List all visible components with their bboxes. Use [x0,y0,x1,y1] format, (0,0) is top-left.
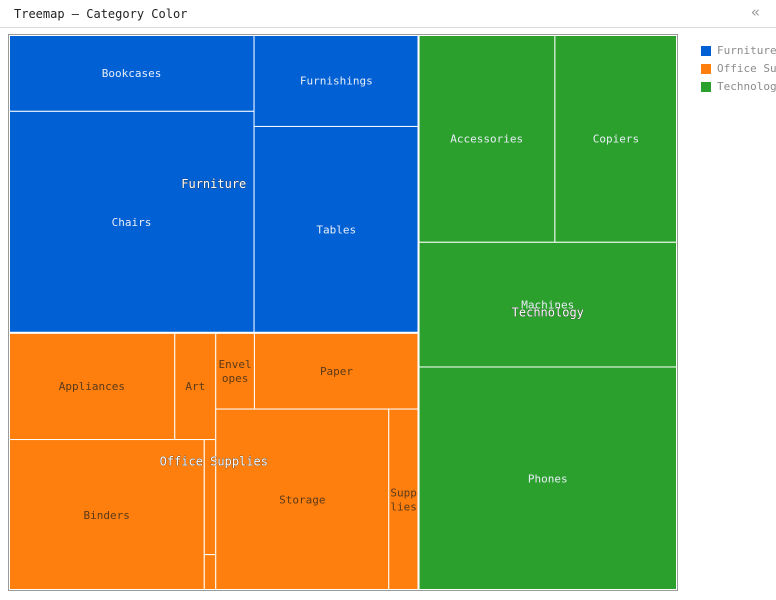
treemap-label-accessories: Accessories [450,133,523,146]
treemap-group-technology: Accessories Copiers Machines Phones Technolo… [417,35,677,590]
treemap-cell-machines[interactable] [418,241,677,368]
legend-label-furniture: Furniture [717,44,776,57]
treemap-label-tables: Tables [316,224,356,237]
treemap-cell-chairs[interactable] [9,110,255,334]
treemap-cell-binders[interactable] [9,439,205,590]
legend-swatch-office-supplies [701,64,711,74]
treemap-cell-accessories[interactable] [418,35,556,243]
treemap-group-label-technology: Technology [512,306,584,320]
treemap-label-chairs: Chairs [112,216,152,229]
treemap-group-border-technology [417,35,677,590]
treemap-group-furniture: Bookcases Chairs Furnishings Tables Furnitur… [9,35,420,334]
treemap-cell-supplies[interactable] [388,408,420,590]
treemap-cell-labels[interactable] [203,554,217,590]
treemap-cell-phones[interactable] [418,366,677,590]
chart-header: Treemap — Category Color « [0,0,776,28]
treemap-cell-bookcases[interactable] [9,35,255,112]
treemap-label-art: Art [185,380,205,393]
legend-item-office-supplies[interactable]: Office Supplies [701,62,776,80]
treemap-chart: Bookcases Chairs Furnishings Tables Furnitur… [8,34,678,591]
treemap-label-storage: Storage [279,494,325,507]
treemap-cell-tables[interactable] [253,125,420,334]
treemap-label-bookcases: Bookcases [102,67,162,80]
chart-title: Treemap — Category Color [14,7,188,21]
legend-label-technology: Technology [717,80,776,93]
treemap-group-label-furniture: Furniture [181,177,246,191]
treemap-cell-copiers[interactable] [554,35,677,243]
legend: Furniture Office Supplies Technology [701,44,776,98]
treemap-label-appliances: Appliances [59,380,125,393]
treemap-label-copiers: Copiers [593,133,639,146]
treemap-label-phones: Phones [528,472,568,485]
treemap-cell-envelopes[interactable] [215,332,255,410]
legend-label-office-supplies: Office Supplies [717,62,776,75]
treemap-label-furnishings: Furnishings [300,75,373,88]
treemap-label-paper: Paper [320,365,353,378]
treemap-cell-storage[interactable] [215,408,390,590]
treemap-group-label-office-supplies: Office Supplies [160,454,268,468]
legend-swatch-furniture [701,46,711,56]
double-chevron-left-icon[interactable]: « [751,3,761,21]
legend-swatch-technology [701,82,711,92]
treemap-label-supplies: Supp lies [390,487,417,514]
legend-item-furniture[interactable]: Furniture [701,44,776,62]
treemap-label-envelopes: Envel opes [219,358,252,385]
treemap-group-office-supplies: Appliances Art Binders Envel opes Paper Storag… [9,331,420,590]
legend-item-technology[interactable]: Technology [701,80,776,98]
treemap-cell-appliances[interactable] [9,332,176,441]
treemap-label-machines: Machines [521,299,574,312]
treemap-label-binders: Binders [83,509,129,522]
